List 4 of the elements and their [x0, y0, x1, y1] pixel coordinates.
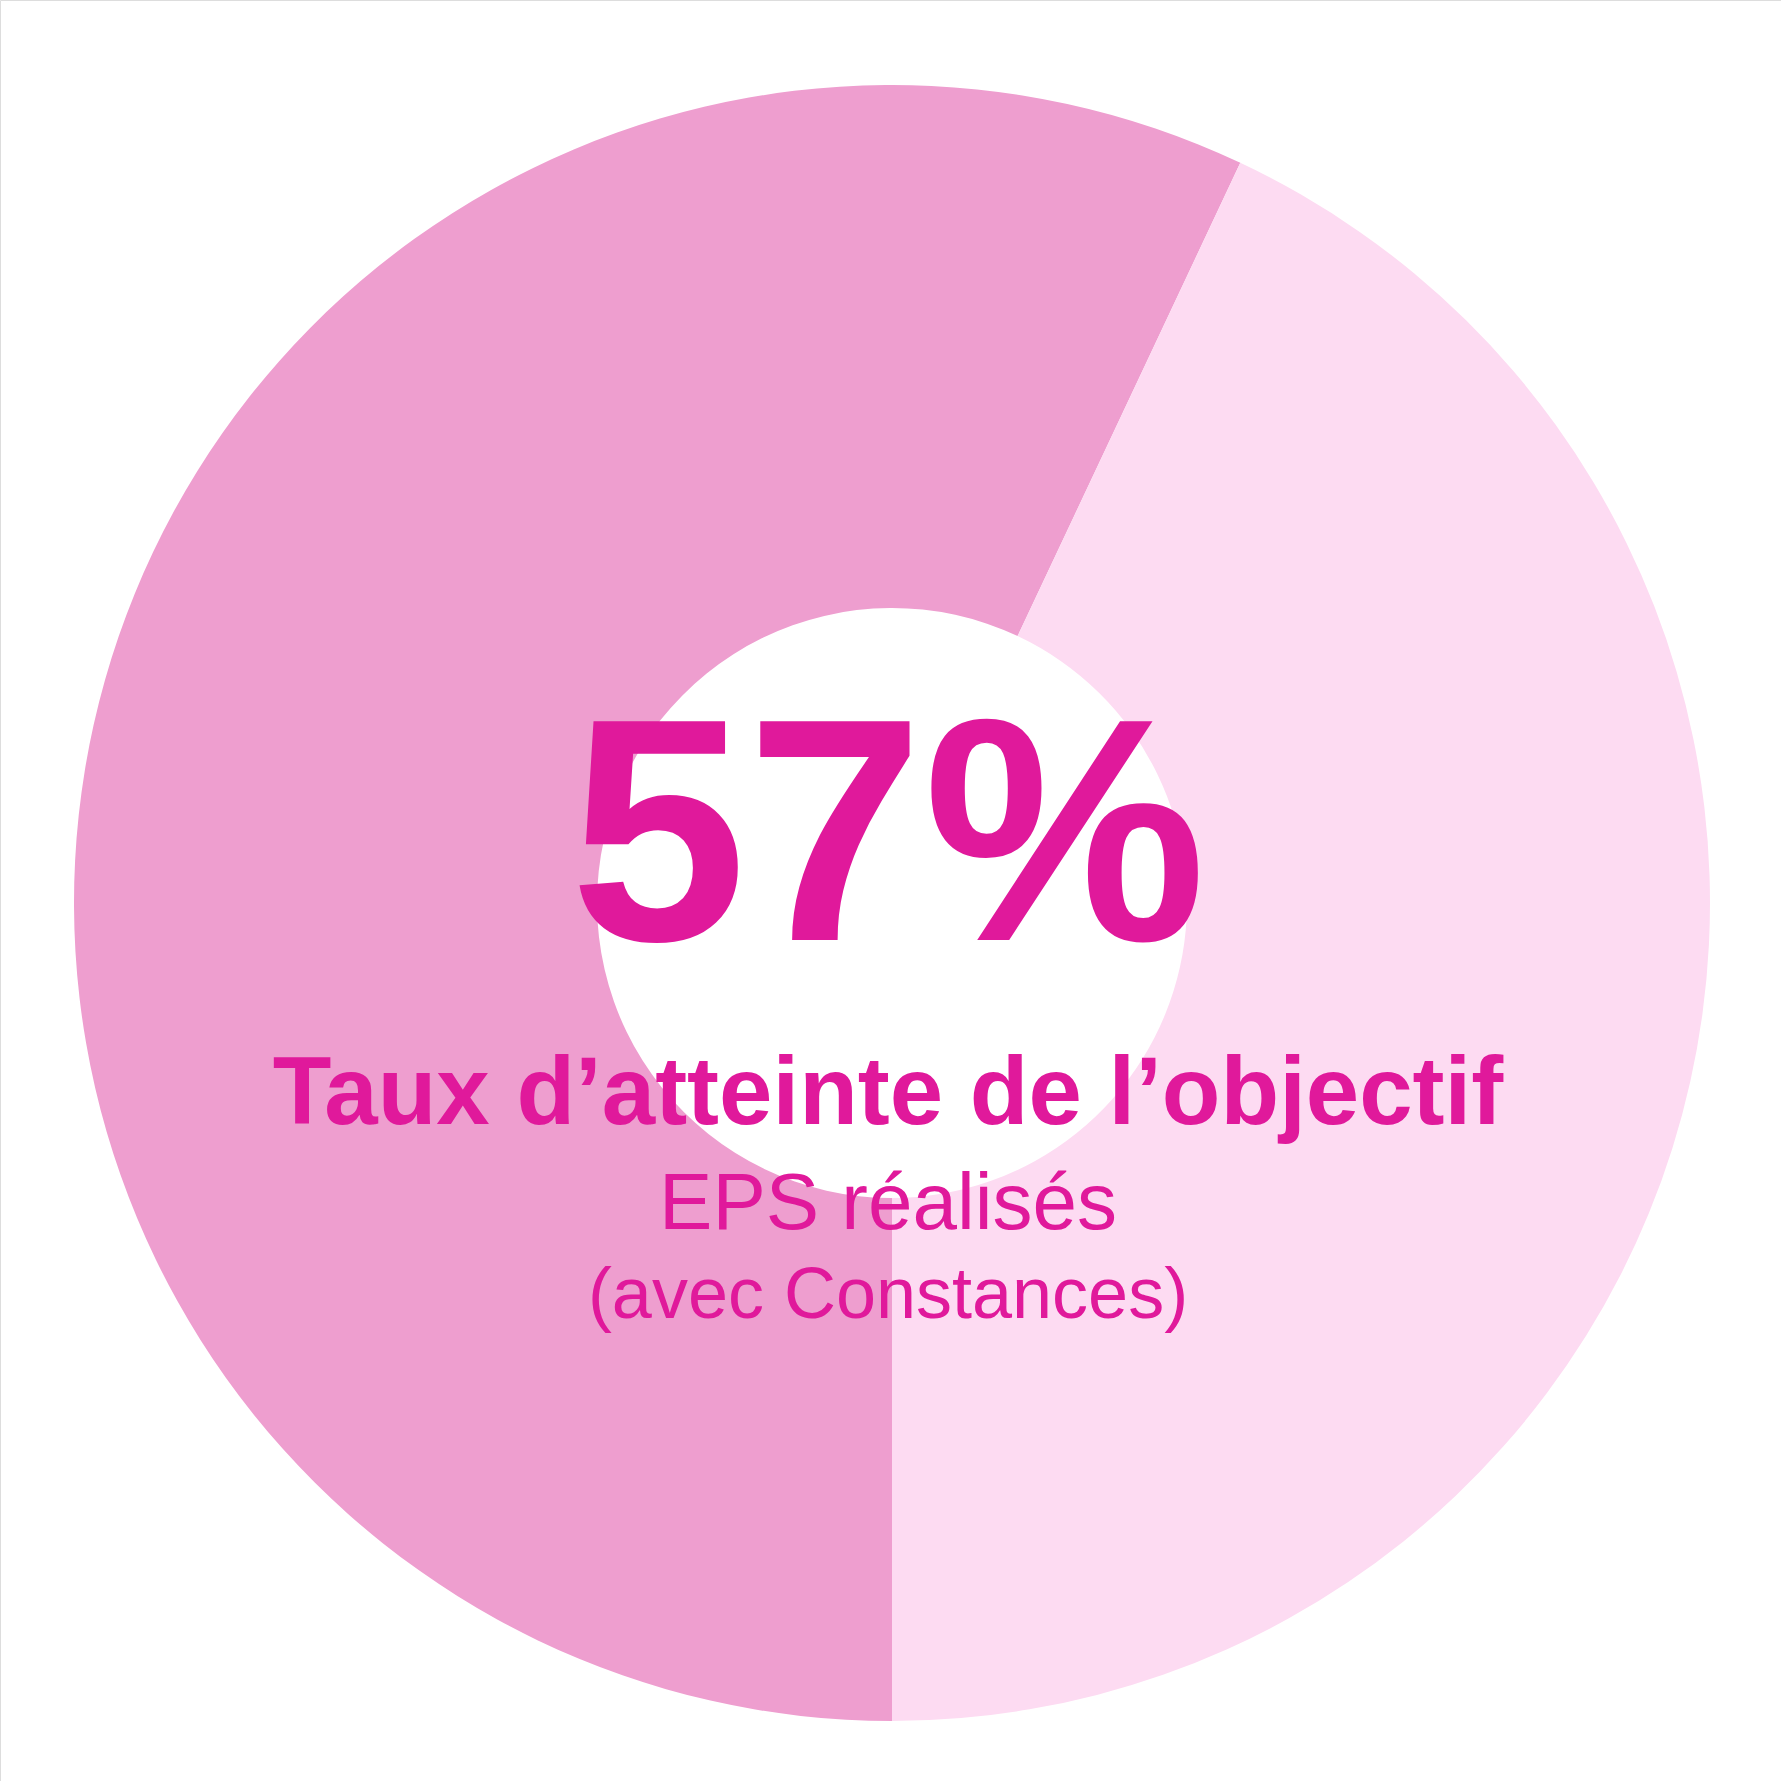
data-label: 57% [569, 652, 1207, 1007]
text: EPS réalisés [659, 1157, 1117, 1246]
text: Taux d’atteinte de l’objectif [272, 1037, 1505, 1144]
text: (avec Constances) [587, 1253, 1189, 1333]
